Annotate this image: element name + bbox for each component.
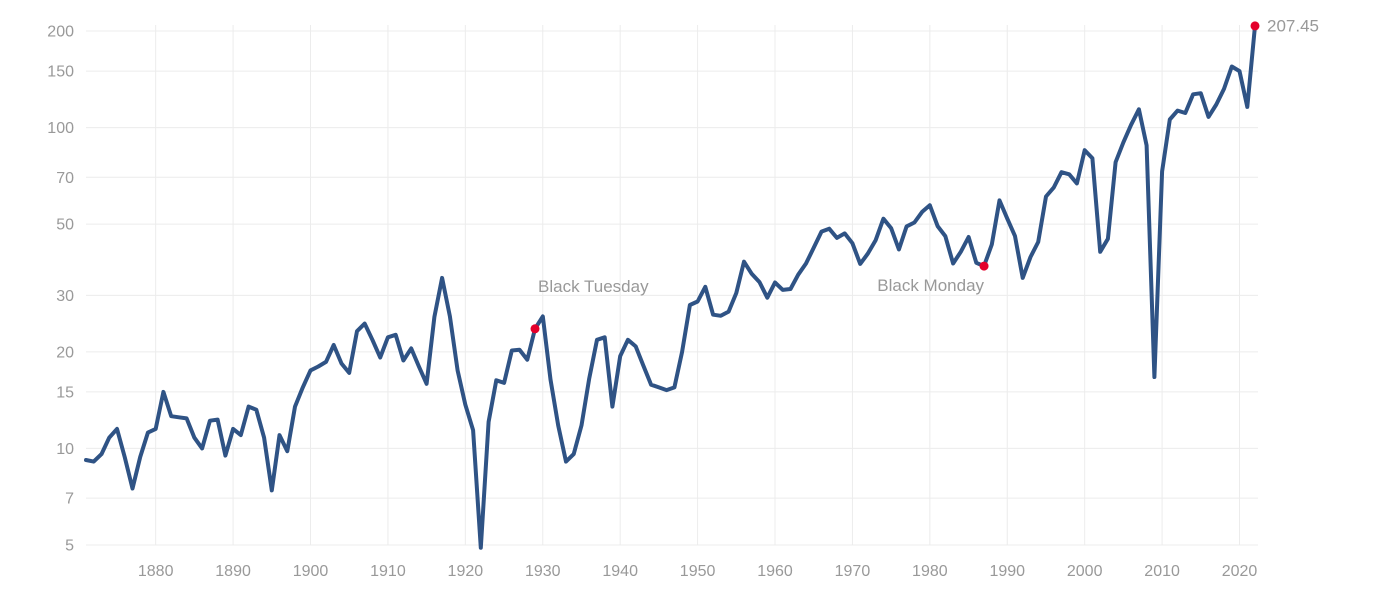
x-tick-label: 1960 bbox=[757, 563, 793, 580]
x-tick-label: 1900 bbox=[293, 563, 329, 580]
x-tick-label: 1880 bbox=[138, 563, 174, 580]
y-grid-lines bbox=[86, 30, 1258, 546]
x-tick-label: 1950 bbox=[680, 563, 716, 580]
y-axis-tick-labels: 5 7 10 15 20 30 50 70 100 150 200 bbox=[47, 24, 74, 555]
y-tick-label: 50 bbox=[56, 217, 74, 234]
y-tick-label: 10 bbox=[56, 441, 74, 458]
x-tick-label: 2020 bbox=[1222, 563, 1258, 580]
y-tick-label: 200 bbox=[47, 24, 74, 41]
x-tick-label: 1980 bbox=[912, 563, 948, 580]
y-tick-label: 30 bbox=[56, 288, 74, 305]
y-tick-label: 150 bbox=[47, 64, 74, 81]
y-tick-label: 70 bbox=[56, 170, 74, 187]
x-tick-label: 1930 bbox=[525, 563, 561, 580]
annotation-marker[interactable] bbox=[530, 324, 540, 334]
x-tick-label: 2000 bbox=[1067, 563, 1103, 580]
series-line-0 bbox=[84, 23, 1257, 550]
y-tick-label: 15 bbox=[56, 384, 74, 401]
x-grid-lines bbox=[155, 25, 1241, 545]
annotation-label: Black Tuesday bbox=[538, 277, 649, 296]
last-value-label: 207.45 bbox=[1267, 16, 1319, 35]
y-tick-label: 5 bbox=[65, 538, 74, 555]
annotation-label: Black Monday bbox=[877, 276, 984, 295]
x-tick-label: 1910 bbox=[370, 563, 406, 580]
x-axis-tick-labels: 1880 1890 1900 1910 1920 1930 1940 1950 1960 1970… bbox=[138, 563, 1258, 580]
y-tick-label: 7 bbox=[65, 491, 74, 508]
x-tick-label: 2010 bbox=[1144, 563, 1180, 580]
x-tick-label: 1940 bbox=[602, 563, 638, 580]
annotation-markers bbox=[530, 21, 1260, 334]
x-tick-label: 1970 bbox=[835, 563, 871, 580]
last-value-marker[interactable] bbox=[1250, 21, 1260, 31]
y-tick-label: 100 bbox=[47, 120, 74, 137]
x-tick-label: 1890 bbox=[215, 563, 251, 580]
x-tick-label: 1920 bbox=[448, 563, 484, 580]
annotation-marker[interactable] bbox=[979, 261, 989, 271]
series-layer bbox=[84, 23, 1257, 550]
x-tick-label: 1990 bbox=[989, 563, 1025, 580]
annotation-labels: Black Tuesday Black Monday 207.45 bbox=[538, 16, 1319, 295]
y-tick-label: 20 bbox=[56, 344, 74, 361]
